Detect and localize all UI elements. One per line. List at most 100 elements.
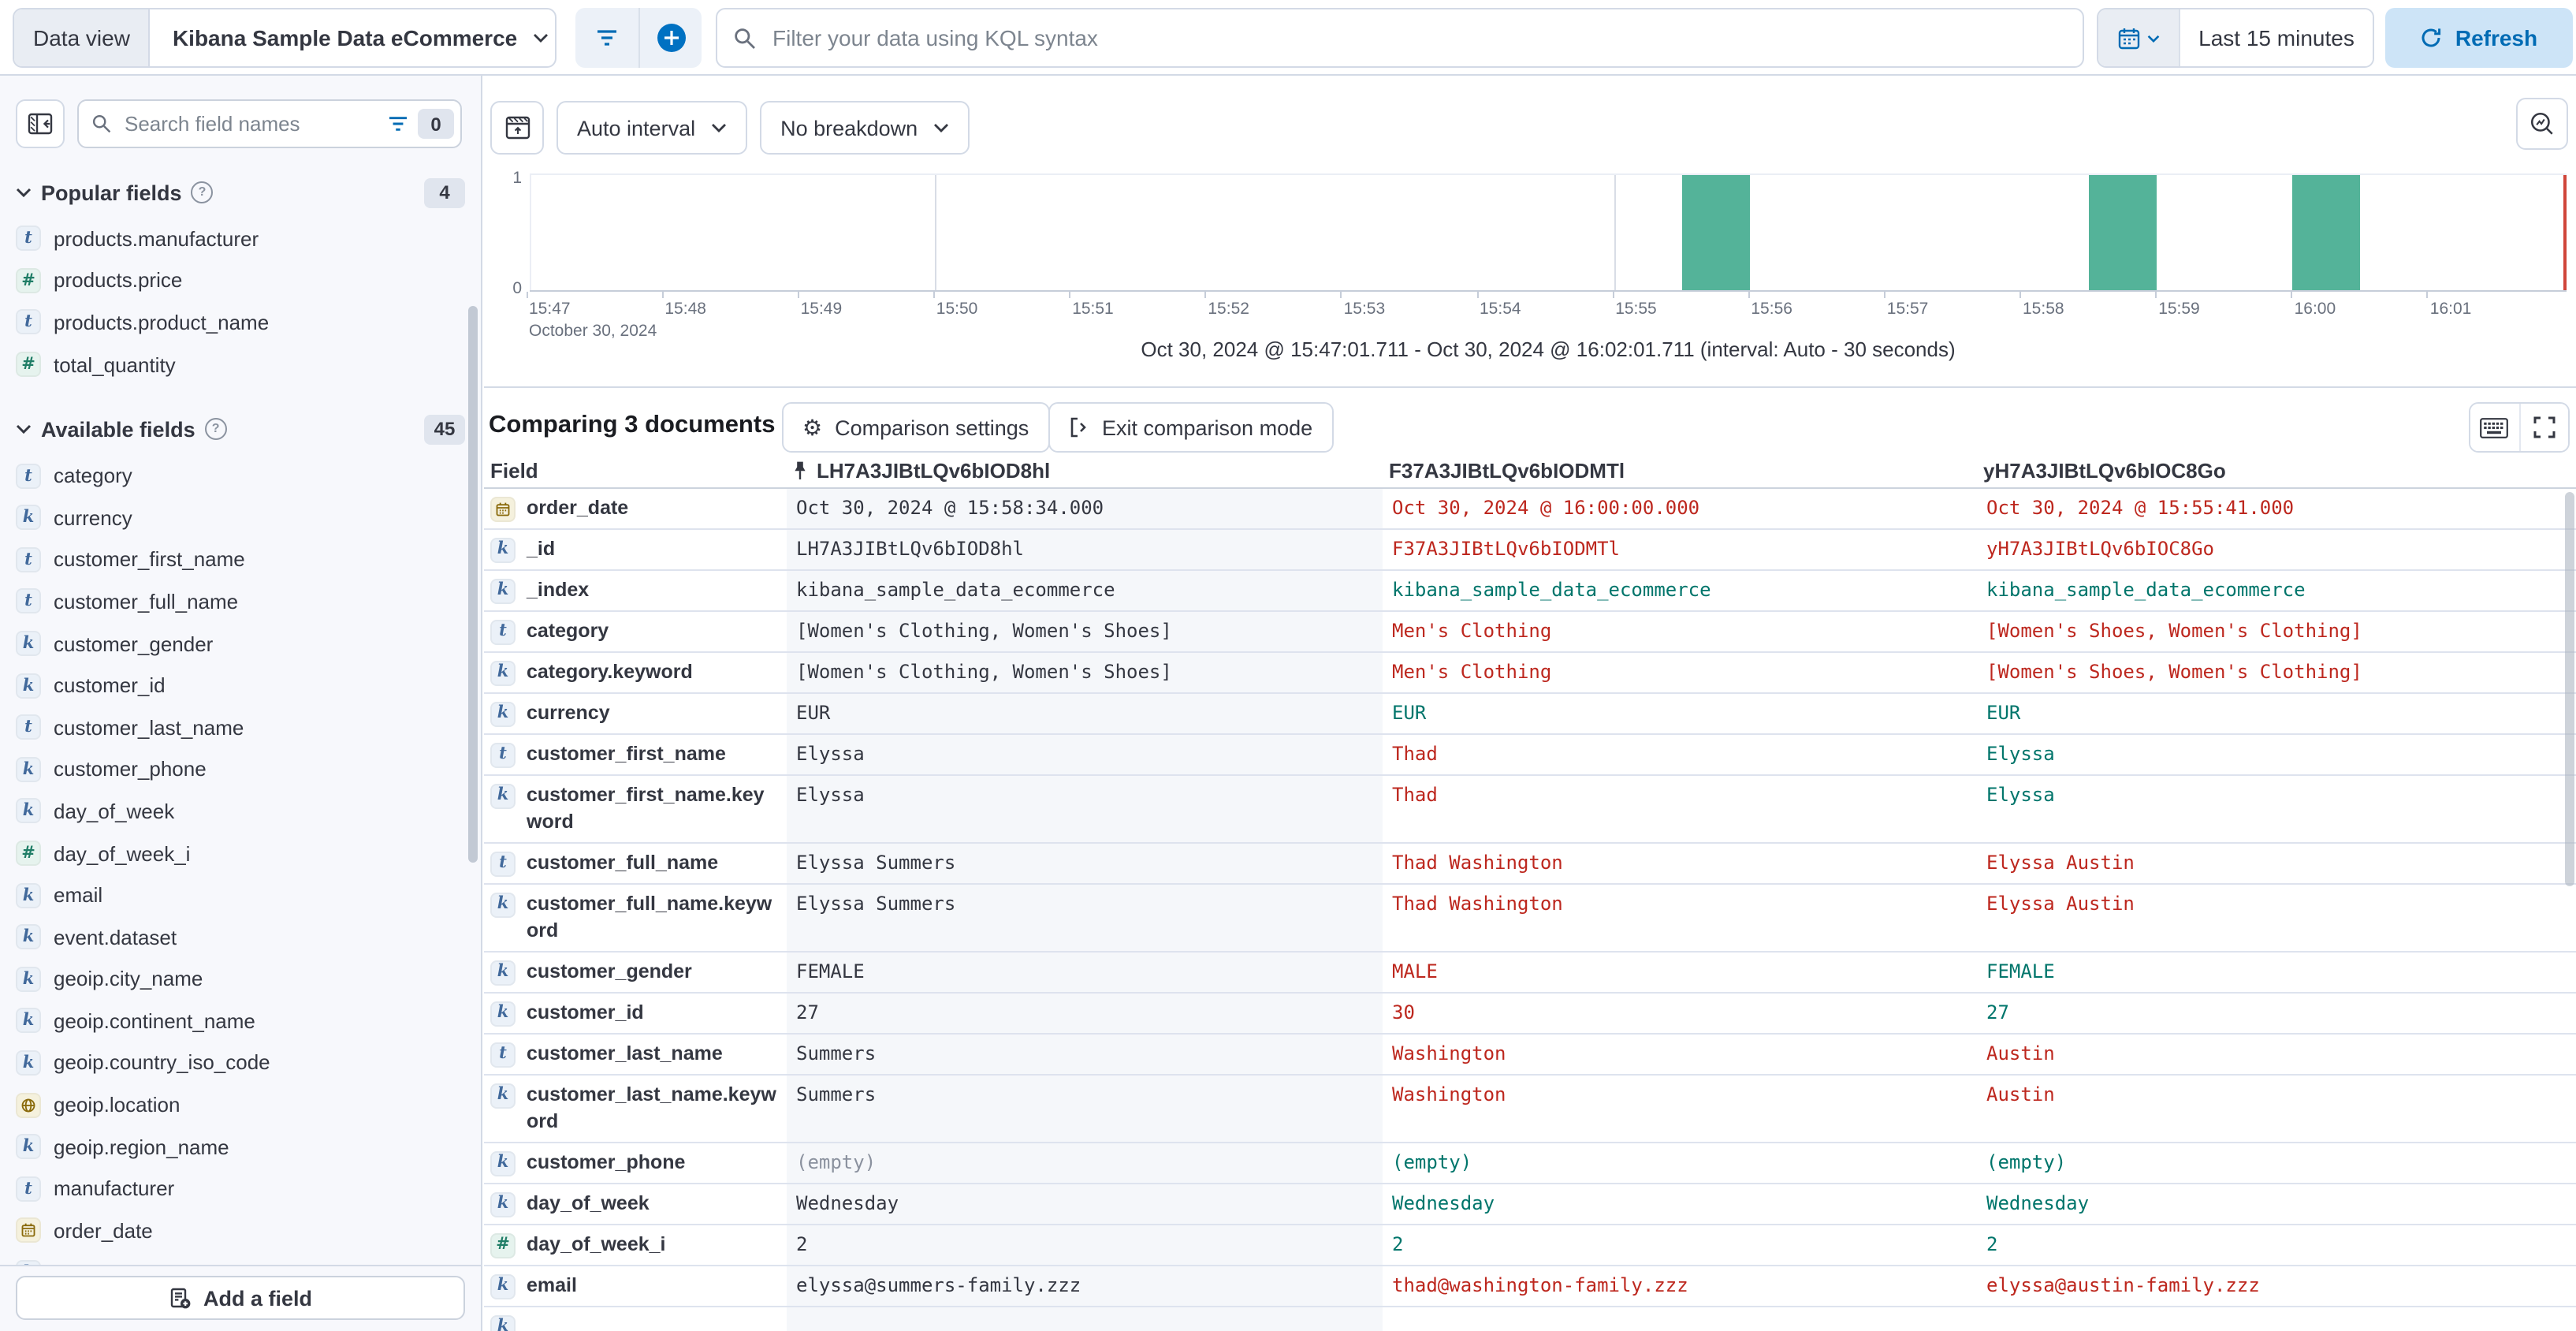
field-name: category [527,620,609,642]
add-filter-plus-button[interactable] [641,8,701,68]
field-cell: k email [484,1266,787,1306]
chevron-down-icon [712,124,727,132]
field-name: geoip.city_name [54,967,203,991]
field-list-item[interactable]: # total_quantity [0,344,481,386]
fullscreen-button[interactable] [2518,404,2568,451]
field-type-keyword-icon: k [16,505,41,531]
field-list-item[interactable]: # day_of_week_i [0,832,481,874]
document-3-value: 27 [1986,1001,2009,1023]
field-cell: k customer_full_name.keyword [484,885,787,951]
field-type-keyword-icon: k [16,924,41,950]
document-2-value: 30 [1392,1001,1415,1023]
document-3-value: [Women's Shoes, Women's Clothing] [1986,620,2362,642]
field-list-item[interactable]: t category [0,455,481,497]
field-list-item[interactable]: k geoip.region_name [0,1126,481,1168]
x-axis-tick [1612,292,1614,298]
field-list-item[interactable]: t customer_last_name [0,707,481,748]
comparison-row-customer_last_name: t customer_last_name Summers Washington Aust… [484,1035,2576,1076]
edit-visualization-button[interactable] [2516,98,2568,150]
date-picker-button[interactable] [2098,9,2180,66]
popular-fields-header[interactable]: Popular fields ? 4 [0,170,481,214]
keyboard-icon [2480,417,2509,438]
field-list-item[interactable]: k event.dataset [0,916,481,958]
field-list-item[interactable]: k geoip.city_name [0,958,481,1000]
collapse-chart-button[interactable] [490,101,544,155]
field-cell: k _index [484,571,787,610]
field-filter-icon[interactable] [388,115,408,132]
help-icon: ? [204,418,227,441]
field-type-keyword-icon: k [490,578,516,603]
field-list-item[interactable]: t customer_first_name [0,539,481,580]
column-header-document-2[interactable]: F37A3JIBtLQv6bIODMTl [1389,459,1625,483]
document-2-value: F37A3JIBtLQv6bIODMTl [1392,538,1620,560]
document-2-value: (empty) [1392,1151,1472,1173]
divider [638,8,639,68]
top-navigation-bar: Data view Kibana Sample Data eCommerce [0,0,2576,76]
field-list-item[interactable]: geoip.location [0,1084,481,1126]
column-header-field[interactable]: Field [490,459,538,483]
sidebar-scrollbar[interactable] [468,306,478,863]
add-field-button[interactable]: Add a field [16,1276,465,1320]
exit-comparison-button[interactable]: Exit comparison mode [1048,402,1334,453]
column-header-document-3[interactable]: yH7A3JIBtLQv6bIOC8Go [1983,459,2226,483]
field-list-item[interactable]: k customer_id [0,665,481,707]
field-list-item[interactable]: t manufacturer [0,1168,481,1210]
document-2-value: thad@washington-family.zzz [1392,1274,1688,1296]
comparison-row-category.keyword: k category.keyword [Women's Clothing, Wome… [484,653,2576,694]
field-list-item[interactable]: t customer_full_name [0,580,481,622]
column-header-pinned-document[interactable]: LH7A3JIBtLQv6bIOD8hl [787,457,1383,487]
comparison-title: Comparing 3 documents [489,412,776,438]
field-list-item[interactable]: t products.product_name [0,301,481,343]
field-type-text-icon: t [16,1176,41,1202]
field-list-item-partial[interactable]: k [0,1251,481,1265]
field-name: customer_last_name [54,715,244,740]
interval-select[interactable]: Auto interval [557,101,748,155]
field-search-input[interactable] [121,110,378,137]
field-list-item[interactable]: k geoip.continent_name [0,1000,481,1042]
field-list-item[interactable]: k customer_gender [0,623,481,665]
field-list-item[interactable]: k customer_phone [0,748,481,790]
field-cell: t category [484,612,787,651]
chevron-down-icon [16,188,32,197]
sidebar-footer: Add a field [0,1265,481,1331]
breakdown-select[interactable]: No breakdown [760,101,970,155]
available-fields-header[interactable]: Available fields ? 45 [0,408,481,452]
field-list-item[interactable]: k day_of_week [0,790,481,832]
field-list-item[interactable]: order_date [0,1210,481,1251]
x-axis-tick-label: 15:48 [664,300,706,319]
field-name: event.dataset [54,925,177,949]
pinned-document-value: (empty) [787,1143,1383,1183]
collapse-sidebar-button[interactable] [16,99,65,148]
histogram-bar[interactable] [2089,175,2157,292]
time-range-button[interactable]: Last 15 minutes [2180,9,2373,66]
x-axis-tick [1883,292,1885,298]
filter-icon[interactable] [576,8,636,68]
histogram-bar[interactable] [2292,175,2361,292]
field-list-item[interactable]: k email [0,874,481,916]
document-2-value: Thad Washington [1392,852,1563,874]
field-name: day_of_week [527,1192,650,1214]
field-cell: k customer_first_name.keyword [484,776,787,842]
comparison-toolbar: Comparing 3 documents ⚙ Comparison setti… [484,402,2576,453]
kql-input[interactable] [769,24,2067,52]
chevron-down-icon [16,425,32,434]
pinned-document-value: LH7A3JIBtLQv6bIOD8hl [787,530,1383,569]
field-cell: k customer_id [484,994,787,1033]
keyboard-shortcuts-button[interactable] [2470,404,2518,451]
field-search-box[interactable]: 0 [77,99,462,148]
histogram-bar[interactable] [1681,175,1750,292]
data-view-picker[interactable]: Data view Kibana Sample Data eCommerce [13,8,557,68]
document-2-value: Wednesday [1392,1192,1495,1214]
kql-search-bar[interactable] [716,8,2084,68]
field-name: category.keyword [527,661,693,683]
table-scrollbar[interactable] [2565,492,2574,886]
field-list-item[interactable]: # products.price [0,259,481,301]
field-list-item[interactable]: k geoip.country_iso_code [0,1042,481,1083]
field-list-item[interactable]: k currency [0,497,481,539]
search-icon [733,26,757,50]
histogram-section: Auto interval No breakdown 1 0 15:47 15:4… [484,76,2576,388]
field-type-text-icon: t [16,714,41,740]
comparison-settings-button[interactable]: ⚙ Comparison settings [782,402,1050,453]
field-list-item[interactable]: t products.manufacturer [0,218,481,259]
refresh-button[interactable]: Refresh [2385,8,2573,68]
